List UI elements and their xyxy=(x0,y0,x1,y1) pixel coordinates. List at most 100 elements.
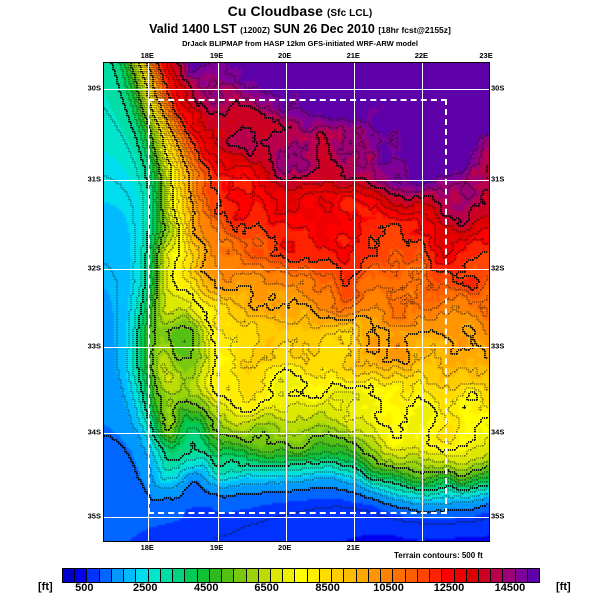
colorbar-unit-right: [ft] xyxy=(556,581,571,593)
colorbar-tick: 6500 xyxy=(254,582,279,594)
colorbar-swatch xyxy=(185,569,198,582)
colorbar-swatch xyxy=(63,569,76,582)
axis-tick-left: 32S xyxy=(87,263,101,273)
graticule-parallel xyxy=(104,89,489,91)
colorbar-swatch xyxy=(111,569,125,582)
valid-date: SUN 26 Dec 2010 xyxy=(273,22,375,36)
axis-tick-left: 34S xyxy=(87,427,101,437)
axis-tick-left: 35S xyxy=(87,511,101,521)
graticule-parallel xyxy=(104,347,489,349)
valid-utc-time: (1200Z) xyxy=(240,25,270,35)
colorbar-tick-labels: 500 2500 4500 6500 8500 10500 12500 14500 xyxy=(62,582,538,598)
colorbar-swatch xyxy=(503,569,516,582)
colorbar-swatch xyxy=(258,569,271,582)
colorbar-swatch xyxy=(405,569,418,582)
colorbar-swatch xyxy=(393,569,406,582)
graticule-parallel xyxy=(104,517,489,519)
valid-local-time: Valid 1400 LST xyxy=(149,22,237,36)
colorbar-swatch xyxy=(527,569,540,582)
colorbar-swatch xyxy=(442,569,455,582)
axis-tick-right: 32S xyxy=(491,263,505,273)
graticule-meridian xyxy=(422,63,424,541)
colorbar-swatch xyxy=(270,569,284,582)
cloudbase-heatmap xyxy=(104,63,489,541)
axis-tick-top: 19E xyxy=(209,51,224,60)
graticule-parallel xyxy=(104,433,489,435)
colorbar-swatch xyxy=(368,569,382,582)
colorbar-tick: 10500 xyxy=(373,582,404,594)
graticule-meridian xyxy=(148,63,150,541)
axis-tick-bottom: 21E xyxy=(346,543,360,552)
colorbar-tick: 8500 xyxy=(315,582,340,594)
colorbar-swatch xyxy=(283,569,296,582)
colorbar-swatch xyxy=(136,569,149,582)
axis-tick-top: 20E xyxy=(278,51,292,60)
axis-tick-top: 23E xyxy=(479,51,493,60)
title-main: Cu Cloudbase xyxy=(227,3,323,19)
axis-tick-right: 35S xyxy=(491,511,505,521)
colorbar-swatch xyxy=(234,569,247,582)
cloudbase-contour-canvas xyxy=(104,63,489,541)
colorbar-swatch xyxy=(197,569,210,582)
graticule-meridian xyxy=(354,63,356,541)
colorbar-swatch xyxy=(356,569,369,582)
colorbar-swatch xyxy=(148,569,161,582)
axis-tick-right: 30S xyxy=(491,83,505,93)
colorbar-swatch xyxy=(491,569,504,582)
colorbar-swatch xyxy=(307,569,320,582)
terrain-contour-note: Terrain contours: 500 ft xyxy=(394,551,483,560)
colorbar-swatch xyxy=(160,569,174,582)
axis-tick-right: 33S xyxy=(491,341,505,351)
colorbar-swatch xyxy=(319,569,333,582)
graticule-parallel xyxy=(104,180,489,182)
graticule-parallel xyxy=(104,268,489,270)
colorbar-swatch xyxy=(295,569,308,582)
colorbar-tick: 500 xyxy=(75,582,94,594)
colorbar-unit-left: [ft] xyxy=(38,581,53,593)
colorbar-swatch xyxy=(246,569,259,582)
axis-tick-right: 34S xyxy=(491,427,505,437)
colorbar-swatch xyxy=(466,569,479,582)
colorbar-swatch xyxy=(454,569,467,582)
axis-tick-top: 18E xyxy=(140,51,154,60)
valid-time-line: Valid 1400 LST (1200Z) SUN 26 Dec 2010 [… xyxy=(0,22,600,38)
title-block: Cu Cloudbase (Sfc LCL) Valid 1400 LST (1… xyxy=(0,4,600,49)
colorbar-swatch xyxy=(430,569,443,582)
colorbar-swatch xyxy=(124,569,137,582)
colorbar-swatch xyxy=(381,569,394,582)
colorbar-block: [ft] [ft] 500 2500 4500 6500 8500 10500 12500 1… xyxy=(0,566,600,600)
axis-tick-bottom: 18E xyxy=(140,543,154,552)
colorbar-tick: 2500 xyxy=(133,582,158,594)
colorbar-swatch xyxy=(87,569,100,582)
model-source-line: DrJack BLIPMAP from HASP 12km GFS-initia… xyxy=(182,39,418,48)
axis-tick-top: 22E xyxy=(414,51,429,60)
colorbar-swatch xyxy=(209,569,223,582)
axis-tick-left: 30S xyxy=(87,83,101,93)
colorbar-swatch xyxy=(99,569,112,582)
colorbar-swatch xyxy=(478,569,492,582)
colorbar-tick: 12500 xyxy=(433,582,465,594)
axis-tick-top: 21E xyxy=(346,51,360,60)
forecast-hour-stamp: [18hr fcst@2155z] xyxy=(378,25,451,35)
page-title: Cu Cloudbase (Sfc LCL) xyxy=(0,4,600,21)
colorbar-tick: 14500 xyxy=(494,582,526,594)
title-parenthetical: (Sfc LCL) xyxy=(326,8,373,19)
colorbar-swatch xyxy=(75,569,88,582)
graticule-meridian xyxy=(285,63,287,541)
map-plot-area[interactable] xyxy=(103,62,490,542)
colorbar-swatch xyxy=(222,569,235,582)
axis-tick-left: 31S xyxy=(87,174,101,184)
colorbar-swatch xyxy=(344,569,357,582)
colorbar-swatch xyxy=(417,569,431,582)
colorbar-swatch xyxy=(332,569,345,582)
colorbar-tick: 4500 xyxy=(193,582,219,594)
colorbar-gradient[interactable] xyxy=(62,568,540,583)
axis-tick-left: 33S xyxy=(87,341,101,351)
colorbar-swatch xyxy=(515,569,528,582)
graticule-meridian xyxy=(217,63,219,541)
axis-tick-right: 31S xyxy=(491,174,505,184)
axis-tick-bottom: 19E xyxy=(209,543,224,552)
colorbar-swatch xyxy=(173,569,186,582)
axis-tick-bottom: 20E xyxy=(278,543,292,552)
